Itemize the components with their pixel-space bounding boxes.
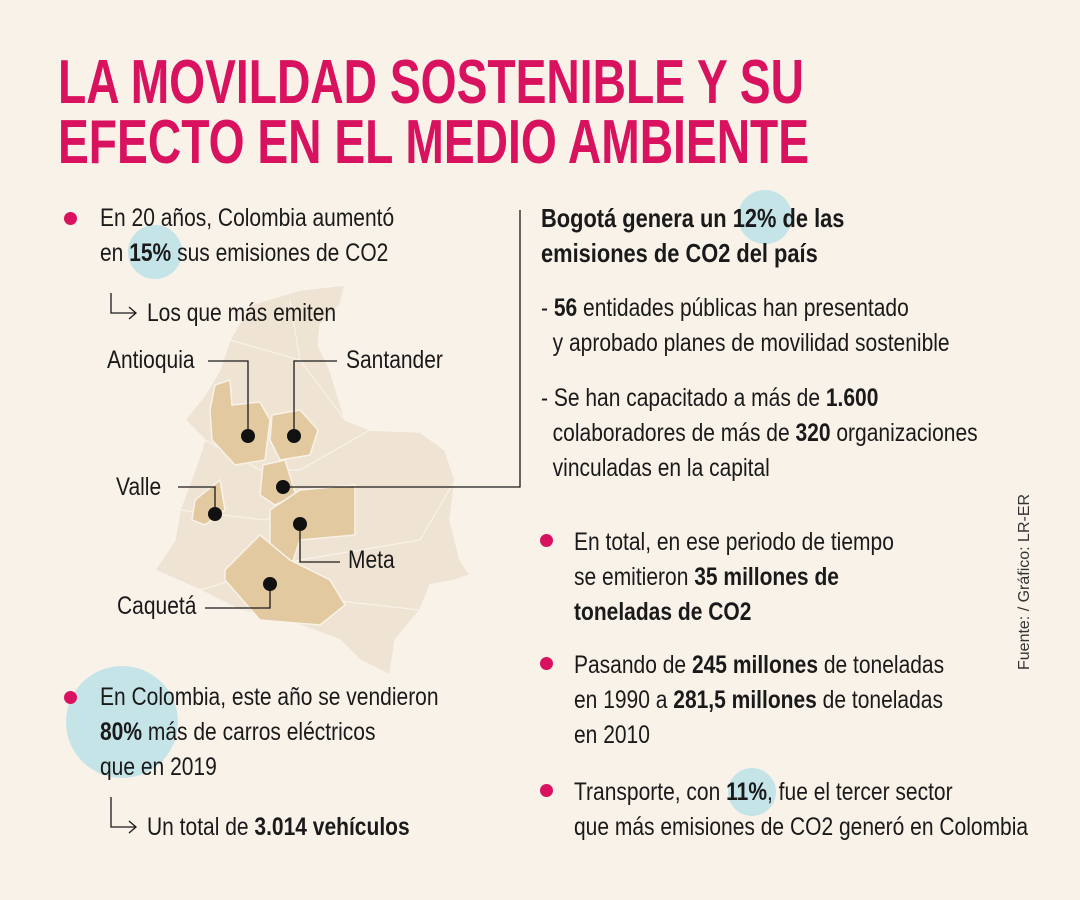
bullet-dot xyxy=(540,784,553,797)
marker-santander xyxy=(287,429,301,443)
right-bullet1-line: En total, en ese periodo de tiempo xyxy=(574,527,894,557)
text: de toneladas xyxy=(818,651,945,679)
right-bullet1-line: se emitieron 35 millones de xyxy=(574,562,839,592)
emphasis-text: emisiones de CO2 del país xyxy=(541,238,818,268)
highlight-circle-80 xyxy=(66,666,178,778)
right-heading-line: Bogotá genera un 12% de las xyxy=(541,203,844,233)
left-emissions-line: en 15% sus emisiones de CO2 xyxy=(100,238,388,268)
right-item2-line: colaboradores de más de 320 organizacion… xyxy=(541,418,978,448)
emphasis-text: Bogotá genera un xyxy=(541,203,733,233)
text: que más emisiones de CO2 generó en Colom… xyxy=(574,813,1029,841)
leader-lines xyxy=(110,210,521,834)
left-emissions-line: En 20 años, Colombia aumentó xyxy=(100,203,394,233)
highlight-circle-12 xyxy=(738,190,792,244)
emphasis-text: 245 millones xyxy=(691,651,819,679)
text: en 1990 a xyxy=(574,686,674,714)
text: - xyxy=(541,294,554,322)
emphasis-text: de las xyxy=(776,203,845,233)
right-heading-line: emisiones de CO2 del país xyxy=(541,238,818,268)
text: sus emisiones de CO2 xyxy=(171,239,389,267)
title-line-1: LA MOVILDAD SOSTENIBLE Y SU xyxy=(58,48,804,117)
right-bullet1-line: toneladas de CO2 xyxy=(574,597,751,627)
text: colaboradores de más de xyxy=(541,419,796,447)
emphasis-text: toneladas de CO2 xyxy=(574,598,752,626)
emphasis-text: 320 xyxy=(795,419,831,447)
text: En total, en ese periodo de tiempo xyxy=(574,528,894,556)
text: que en 2019 xyxy=(100,753,217,781)
emphasis-text: 80% xyxy=(100,718,143,746)
text: En 20 años, Colombia aumentó xyxy=(100,204,395,232)
left-top-emitters_label-line: Los que más emiten xyxy=(147,298,336,328)
text: Pasando de xyxy=(574,651,692,679)
label-caqueta: Caquetá xyxy=(117,592,197,620)
text: se emitieron xyxy=(574,563,695,591)
right-item2-line: vinculadas en la capital xyxy=(541,453,770,483)
left-cars-line: que en 2019 xyxy=(100,752,217,782)
label-valle: Valle xyxy=(116,473,162,501)
marker-bogota xyxy=(276,480,290,494)
left-cars-line: En Colombia, este año se vendieron xyxy=(100,682,439,712)
label-santander: Santander xyxy=(346,346,443,374)
marker-caqueta xyxy=(263,577,277,591)
right-bullet3-line: que más emisiones de CO2 generó en Colom… xyxy=(574,812,1028,842)
bullet-dot xyxy=(64,691,77,704)
right-bullet2-line: en 2010 xyxy=(574,720,650,750)
text: En Colombia, este año se vendieron xyxy=(100,683,439,711)
marker-meta xyxy=(293,517,307,531)
text: en xyxy=(100,239,130,267)
text: más de carros eléctricos xyxy=(142,718,376,746)
title-line-2: EFECTO EN EL MEDIO AMBIENTE xyxy=(58,108,810,177)
region-antioquia xyxy=(209,378,271,466)
bullet-dot xyxy=(540,657,553,670)
left-cars-line: 80% más de carros eléctricos xyxy=(100,717,375,747)
right-item1-line: y aprobado planes de movilidad sostenibl… xyxy=(541,328,950,358)
text: Un total de xyxy=(147,813,255,841)
right-item1-line: - 56 entidades públicas han presentado xyxy=(541,293,909,323)
marker-valle xyxy=(208,507,222,521)
right-bullet2-line: Pasando de 245 millones de toneladas xyxy=(574,650,944,680)
emphasis-text: 12% xyxy=(732,203,777,233)
emphasis-text: 35 millones de xyxy=(694,563,839,591)
emphasis-text: 1.600 xyxy=(825,384,879,412)
source-credit: Fuente: / Gráfico: LR-ER xyxy=(1016,493,1033,670)
text: en 2010 xyxy=(574,721,650,749)
region-caqueta xyxy=(224,533,346,626)
right-bullet3-line: Transporte, con 11%, fue el tercer secto… xyxy=(574,777,953,807)
text: - Se han capacitado a más de xyxy=(541,384,826,412)
highlight-circle-15 xyxy=(128,225,182,279)
emphasis-text: 56 xyxy=(553,294,578,322)
text: vinculadas en la capital xyxy=(541,454,770,482)
marker-antioquia xyxy=(241,429,255,443)
emphasis-text: 15% xyxy=(129,239,172,267)
text: de toneladas xyxy=(816,686,943,714)
label-antioquia: Antioquia xyxy=(107,346,195,374)
text: Transporte, con xyxy=(574,778,727,806)
left-cars-total-line: Un total de 3.014 vehículos xyxy=(147,812,410,842)
region-markers xyxy=(208,429,307,591)
text: y aprobado planes de movilidad sostenibl… xyxy=(541,329,950,357)
emphasis-text: 11% xyxy=(726,778,768,806)
right-item2-line: - Se han capacitado a más de 1.600 xyxy=(541,383,878,413)
text: Los que más emiten xyxy=(147,299,337,327)
right-bullet2-line: en 1990 a 281,5 millones de toneladas xyxy=(574,685,943,715)
label-meta: Meta xyxy=(348,546,395,574)
highlight-circle-11 xyxy=(728,768,776,816)
bullet-dot xyxy=(540,534,553,547)
text: organizaciones xyxy=(830,419,978,447)
emphasis-text: 281,5 millones xyxy=(673,686,817,714)
bullet-dot xyxy=(64,212,77,225)
text: entidades públicas han presentado xyxy=(577,294,909,322)
emphasis-text: 3.014 vehículos xyxy=(254,813,410,841)
text: , fue el tercer sector xyxy=(767,778,953,806)
